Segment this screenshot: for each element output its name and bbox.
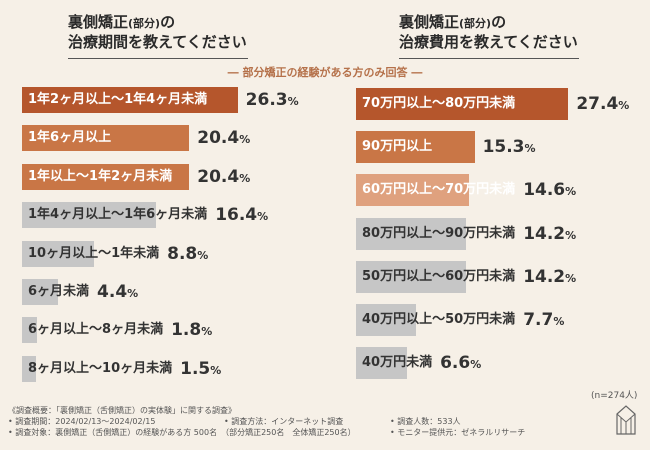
category-label: 6ヶ月以上〜8ヶ月未満 <box>28 322 164 338</box>
value-label: 27.4% <box>576 94 630 114</box>
value-label: 14.2% <box>523 266 577 287</box>
chart-bar <box>22 240 95 267</box>
category-label: 90万円以上 <box>362 139 433 155</box>
chart-bar <box>356 174 470 207</box>
notes-method: • 調査方法：インターネット調査 <box>224 417 344 426</box>
right-chart-title: 裏側矯正(部分)の 治療費用を教えてください <box>399 13 578 51</box>
right-title-divider <box>399 58 579 59</box>
notes-count: • 調査人数：533人 <box>390 417 461 426</box>
value-label: 16.4% <box>215 205 269 226</box>
category-label: 1年4ヶ月以上〜1年6ヶ月未満 <box>28 207 208 223</box>
category-label: 80万円以上〜90万円未満 <box>362 225 516 241</box>
value-label: 20.4% <box>197 128 251 149</box>
notes-header: 《調査概要：「裏側矯正（舌側矯正）の実体験」に関する調査》 <box>8 406 236 415</box>
chart-bar <box>22 125 190 152</box>
category-label: 1年2ヶ月以上〜1年4ヶ月未満 <box>28 92 208 107</box>
chart-bar <box>22 317 37 344</box>
value-label: 8.8% <box>167 243 209 264</box>
value-label: 26.3% <box>245 90 299 110</box>
notes-period: • 調査期間：2024/02/13〜2024/02/15 <box>8 417 156 426</box>
chart-bar <box>356 217 467 250</box>
chart-bar <box>356 260 467 293</box>
category-label: 1年以上〜1年2ヶ月未満 <box>28 168 173 184</box>
chart-bar <box>22 355 36 382</box>
brand-logo-icon <box>616 405 636 435</box>
category-label: 10ヶ月以上〜1年未満 <box>28 245 160 261</box>
value-label: 15.3% <box>482 137 536 158</box>
category-label: 6ヶ月未満 <box>28 284 90 299</box>
chart-bar <box>22 87 238 113</box>
sample-size: (n=274人) <box>591 391 638 401</box>
chart-bar <box>356 88 569 120</box>
value-label: 1.5% <box>180 358 222 379</box>
left-chart-title: 裏側矯正(部分)の 治療期間を教えてください <box>68 13 247 51</box>
notes-provider: • モニター提供元：ゼネラルリサーチ <box>390 428 526 437</box>
subtitle: ― 部分矯正の経験がある方のみ回答 ― <box>227 66 423 79</box>
notes-target: • 調査対象：裏側矯正（舌側矯正）の経験がある方 500名 （部分矯正250名 … <box>8 428 356 437</box>
value-label: 7.7% <box>523 310 565 330</box>
category-label: 60万円以上〜70万円未満 <box>362 182 516 198</box>
category-label: 70万円以上〜80万円未満 <box>362 96 516 111</box>
category-label: 40万円以上〜50万円未満 <box>362 312 516 327</box>
category-label: 1年6ヶ月以上 <box>28 130 112 146</box>
chart-bar <box>22 163 190 190</box>
value-label: 1.8% <box>171 320 213 341</box>
value-label: 14.2% <box>523 223 577 244</box>
chart-bar <box>356 347 408 380</box>
chart-bar <box>356 131 475 164</box>
chart-bar <box>22 202 157 229</box>
value-label: 6.6% <box>440 353 482 374</box>
category-label: 40万円未満 <box>362 355 433 371</box>
chart-bar <box>22 279 59 305</box>
category-label: 50万円以上〜60万円未満 <box>362 268 516 284</box>
left-title-divider <box>68 58 248 59</box>
value-label: 4.4% <box>97 282 139 302</box>
value-label: 20.4% <box>197 166 251 187</box>
value-label: 14.6% <box>523 180 577 201</box>
chart-bar <box>356 304 416 336</box>
category-label: 8ヶ月以上〜10ヶ月未満 <box>28 360 173 376</box>
